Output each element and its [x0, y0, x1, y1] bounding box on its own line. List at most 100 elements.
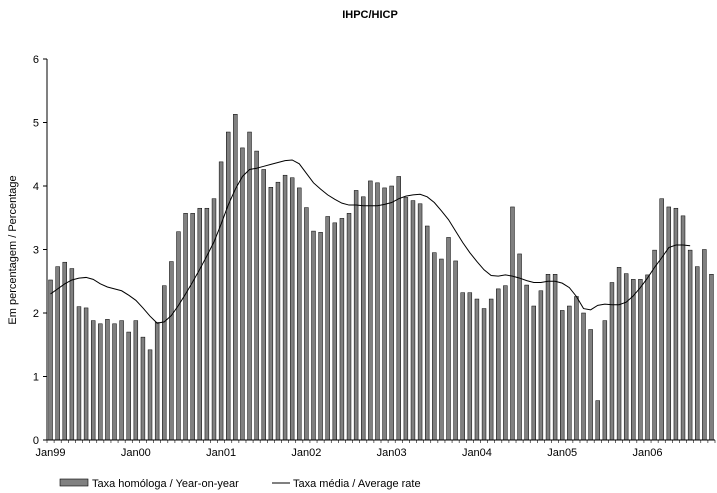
chart-title: IHPC/HICP [342, 9, 398, 21]
y-tick-label-6: 6 [33, 54, 39, 66]
x-tick-label-Jan00: Jan00 [121, 447, 151, 459]
y-tick-label-1: 1 [33, 372, 39, 384]
bar-71 [552, 274, 558, 441]
bar-63 [496, 288, 501, 441]
bar-79 [609, 282, 615, 441]
bar-4 [76, 306, 82, 441]
bar-21 [197, 207, 202, 441]
y-tick-label-3: 3 [33, 245, 39, 257]
bar-80 [616, 267, 622, 441]
y-tick-label-5: 5 [33, 118, 39, 130]
bar-8 [105, 319, 110, 441]
bar-32 [275, 181, 281, 441]
bar-82 [631, 279, 636, 441]
bar-29 [254, 150, 259, 441]
bar-64 [503, 285, 508, 441]
average-rate-line [50, 159, 691, 324]
bar-15 [154, 322, 160, 441]
bar-2 [62, 261, 67, 441]
bar-17 [169, 261, 174, 441]
bar-26 [233, 114, 238, 441]
bar-34 [289, 177, 295, 441]
bar-14 [147, 349, 153, 441]
x-tick-label-Jan99: Jan99 [36, 447, 66, 459]
bar-55 [439, 258, 444, 441]
bar-series [48, 114, 714, 441]
bar-58 [460, 292, 465, 441]
bar-56 [446, 237, 451, 441]
bar-28 [247, 131, 252, 441]
bar-42 [346, 213, 352, 441]
bar-72 [560, 310, 565, 441]
bar-73 [567, 305, 572, 441]
bar-53 [424, 225, 430, 441]
bar-93 [709, 274, 714, 441]
bar-38 [318, 232, 323, 441]
bar-25 [226, 131, 231, 441]
bar-9 [112, 323, 117, 441]
bar-89 [680, 215, 686, 441]
x-tick-label-Jan05: Jan05 [547, 447, 577, 459]
bar-1 [55, 266, 60, 441]
bar-76 [588, 329, 593, 441]
bar-59 [467, 292, 473, 441]
axes [46, 59, 715, 441]
bar-23 [211, 198, 217, 441]
bar-24 [218, 161, 224, 441]
bar-75 [581, 312, 586, 441]
bar-92 [702, 249, 707, 441]
bar-68 [531, 305, 536, 441]
bar-19 [183, 213, 188, 441]
y-tick-label-4: 4 [33, 181, 39, 193]
bar-3 [69, 268, 75, 441]
bar-85 [652, 249, 657, 441]
y-axis-ticks: 0 1 2 3 4 5 6 [33, 54, 47, 447]
bar-0 [48, 279, 53, 441]
bar-27 [240, 147, 245, 441]
bar-83 [638, 279, 643, 441]
legend: Taxa homóloga / Year-on-year Taxa média … [59, 478, 421, 490]
y-axis-title: Em percentagem / Percentage [7, 175, 19, 324]
x-tick-label-Jan02: Jan02 [291, 447, 321, 459]
x-tick-label-Jan01: Jan01 [206, 447, 236, 459]
bar-41 [339, 218, 345, 441]
bar-54 [432, 252, 437, 441]
bar-46 [375, 182, 380, 441]
bar-7 [98, 323, 103, 441]
bar-6 [90, 320, 96, 441]
legend-label-year-on-year: Taxa homóloga / Year-on-year [92, 478, 239, 490]
bar-70 [545, 274, 551, 441]
bar-87 [666, 206, 672, 441]
bar-10 [119, 320, 124, 441]
legend-swatch-year-on-year [59, 478, 89, 487]
y-axis-title-group: Em percentagem / Percentage [7, 175, 19, 324]
bar-86 [659, 198, 664, 441]
bar-65 [510, 206, 515, 441]
bar-88 [673, 207, 679, 441]
bar-11 [126, 331, 131, 441]
bar-61 [481, 308, 487, 441]
bar-47 [382, 187, 387, 441]
x-tick-label-Jan03: Jan03 [377, 447, 407, 459]
bar-78 [602, 320, 608, 441]
bar-67 [524, 284, 529, 441]
bar-44 [361, 196, 366, 441]
bar-50 [403, 197, 409, 441]
bar-52 [417, 203, 423, 441]
bar-12 [133, 320, 139, 441]
bar-74 [574, 296, 579, 441]
x-tick-label-Jan04: Jan04 [462, 447, 492, 459]
bar-13 [140, 336, 146, 441]
y-tick-label-2: 2 [33, 308, 39, 320]
bar-77 [595, 400, 600, 441]
bar-84 [645, 274, 650, 441]
bar-30 [261, 169, 266, 441]
bar-48 [389, 185, 394, 441]
bar-66 [517, 253, 522, 441]
legend-label-average-rate: Taxa média / Average rate [293, 478, 421, 490]
bar-16 [162, 285, 167, 441]
bar-5 [83, 307, 89, 441]
bar-81 [623, 273, 629, 441]
bar-43 [353, 190, 359, 441]
